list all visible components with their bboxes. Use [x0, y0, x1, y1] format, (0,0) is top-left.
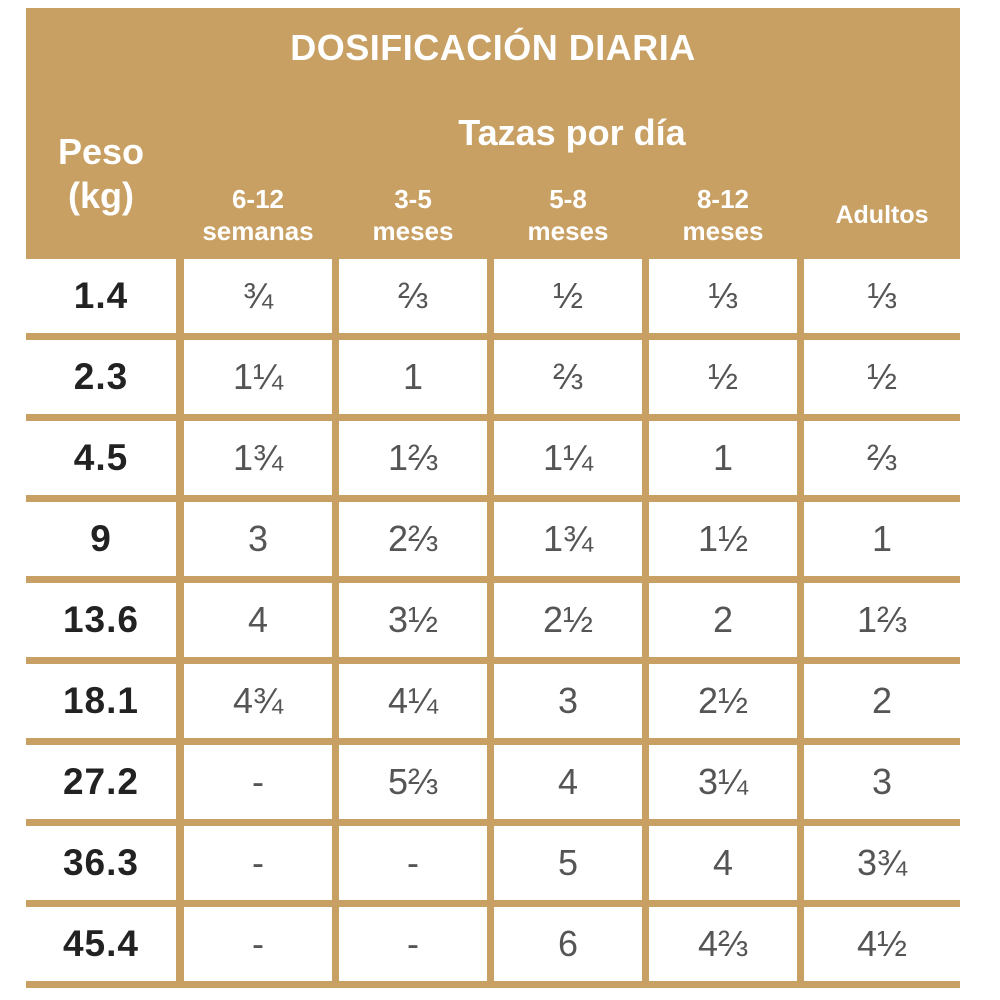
weight-cell: 18.1 — [26, 664, 176, 738]
cups-cell: ⅔ — [804, 421, 960, 495]
cups-cell: - — [339, 907, 487, 981]
cups-cell: ½ — [804, 340, 960, 414]
weight-cell: 2.3 — [26, 340, 176, 414]
cups-cell: ⅔ — [494, 340, 642, 414]
dosage-table: DOSIFICACIÓN DIARIA Peso (kg) Tazas por … — [26, 8, 960, 988]
age-column-header-line2: meses — [372, 216, 454, 246]
cups-cell: ½ — [649, 340, 797, 414]
age-column-header-line2: meses — [527, 216, 609, 246]
cups-cell: 1¾ — [494, 502, 642, 576]
age-column-header-line1: 6-12 — [231, 184, 285, 214]
cups-cell: 3 — [804, 745, 960, 819]
cups-cell: 1¾ — [184, 421, 332, 495]
cups-cell: ⅓ — [649, 259, 797, 333]
cups-cell: 1½ — [649, 502, 797, 576]
weight-column-header: Peso (kg) — [26, 95, 176, 252]
cups-cell: 1¼ — [494, 421, 642, 495]
cups-cell: 6 — [494, 907, 642, 981]
cups-cell: 1 — [804, 502, 960, 576]
cups-cell: ¾ — [184, 259, 332, 333]
cups-cell: 3 — [494, 664, 642, 738]
cups-cell: ½ — [494, 259, 642, 333]
cups-cell: 3 — [184, 502, 332, 576]
cups-cell: 4¼ — [339, 664, 487, 738]
age-column-header-line1: 8-12 — [696, 184, 750, 214]
cups-cell: - — [339, 826, 487, 900]
cups-cell: 4 — [649, 826, 797, 900]
weight-cell: 4.5 — [26, 421, 176, 495]
weight-cell: 36.3 — [26, 826, 176, 900]
cups-cell: ⅓ — [804, 259, 960, 333]
age-column-header: 5-8 meses — [494, 178, 642, 252]
weight-cell: 45.4 — [26, 907, 176, 981]
age-column-header-line2: semanas — [202, 216, 314, 246]
cups-cell: 3½ — [339, 583, 487, 657]
cups-cell: 2⅔ — [339, 502, 487, 576]
age-column-header-line1: 5-8 — [549, 184, 587, 214]
cups-cell: 3¼ — [649, 745, 797, 819]
age-column-header: 8-12 meses — [649, 178, 797, 252]
age-column-header: 3-5 meses — [339, 178, 487, 252]
age-column-header-line1: Adultos — [835, 201, 929, 229]
cups-cell: ⅔ — [339, 259, 487, 333]
cups-cell: 2½ — [494, 583, 642, 657]
weight-cell: 13.6 — [26, 583, 176, 657]
cups-cell: 4 — [494, 745, 642, 819]
cups-cell: 1⅔ — [804, 583, 960, 657]
age-column-header: 6-12 semanas — [184, 178, 332, 252]
cups-cell: 1⅔ — [339, 421, 487, 495]
cups-cell: 4 — [184, 583, 332, 657]
cups-cell: - — [184, 907, 332, 981]
cups-cell: 2 — [804, 664, 960, 738]
weight-header-label: Peso — [57, 130, 145, 172]
age-column-header-line1: 3-5 — [394, 184, 432, 214]
weight-cell: 9 — [26, 502, 176, 576]
cups-cell: 5 — [494, 826, 642, 900]
cups-cell: - — [184, 826, 332, 900]
cups-per-day-header: Tazas por día — [184, 95, 960, 171]
weight-header-unit: (kg) — [68, 174, 134, 216]
cups-cell: 4⅔ — [649, 907, 797, 981]
cups-cell: 1 — [339, 340, 487, 414]
cups-cell: 2 — [649, 583, 797, 657]
cups-cell: 1 — [649, 421, 797, 495]
age-column-header: Adultos — [804, 178, 960, 252]
cups-cell: 4¾ — [184, 664, 332, 738]
cups-cell: 1¼ — [184, 340, 332, 414]
age-column-header-line2: meses — [682, 216, 764, 246]
cups-cell: 4½ — [804, 907, 960, 981]
weight-cell: 1.4 — [26, 259, 176, 333]
table-title: DOSIFICACIÓN DIARIA — [26, 8, 960, 88]
cups-cell: 3¾ — [804, 826, 960, 900]
cups-cell: 5⅔ — [339, 745, 487, 819]
cups-cell: - — [184, 745, 332, 819]
cups-cell: 2½ — [649, 664, 797, 738]
weight-cell: 27.2 — [26, 745, 176, 819]
